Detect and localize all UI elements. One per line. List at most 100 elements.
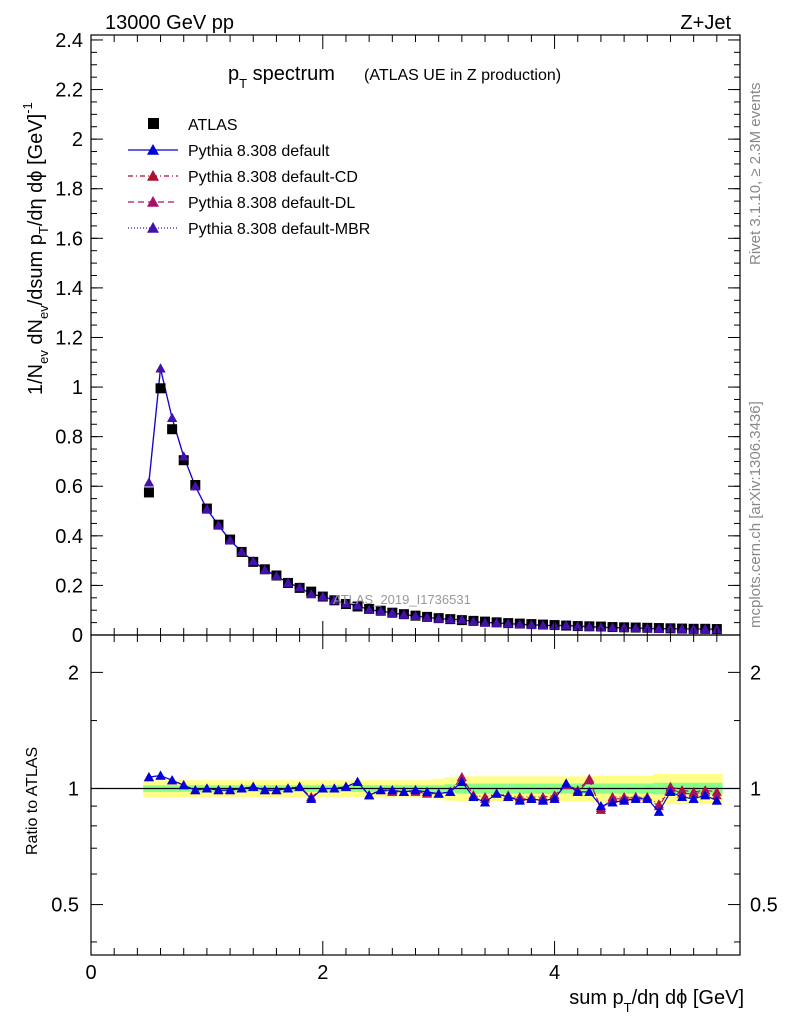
- x-tick-label: 2: [317, 962, 328, 984]
- ratio-y-axis-title: Ratio to ATLAS: [24, 747, 41, 855]
- mc-point-mbr: [537, 620, 548, 630]
- ratio-point-default: [642, 793, 653, 803]
- mc-point-mbr: [584, 621, 595, 631]
- mc-point-mbr: [480, 617, 491, 627]
- mc-point-mbr: [630, 623, 641, 633]
- ratio-point-default: [572, 786, 583, 796]
- x-tick-label: 4: [549, 962, 560, 984]
- ratio-point-default: [340, 781, 351, 791]
- mc-point-mbr: [595, 622, 606, 632]
- ratio-point-default: [584, 786, 595, 796]
- ratio-point-default: [143, 772, 154, 782]
- plot-title: pT spectrum: [228, 63, 335, 91]
- mc-point-mbr: [329, 595, 340, 605]
- ratio-point-default: [201, 783, 212, 793]
- ratio-point-default: [398, 786, 409, 796]
- legend-entry: Pythia 8.308 default-MBR: [188, 221, 370, 238]
- mc-point-mbr: [259, 564, 270, 574]
- mc-point-mbr: [526, 619, 537, 629]
- data-point-atlas: [167, 424, 178, 435]
- mc-point-mbr: [433, 613, 444, 623]
- ratio-point-default: [607, 797, 618, 807]
- header-right: Z+Jet: [680, 12, 731, 34]
- mc-point-mbr: [294, 582, 305, 592]
- ratio-point-default: [619, 795, 630, 805]
- ratio-point-default: [468, 792, 479, 802]
- ratio-point-dl: [711, 790, 722, 800]
- legend-marker-atlas: [148, 118, 159, 129]
- ratio-point-default: [653, 806, 664, 816]
- mc-point-mbr: [364, 604, 375, 614]
- mc-point-mbr: [340, 598, 351, 608]
- legend-marker-triangle: [147, 222, 159, 233]
- legend-marker-triangle: [147, 170, 159, 181]
- mc-point-mbr: [422, 612, 433, 622]
- mc-point-mbr: [387, 607, 398, 617]
- legend-marker-triangle: [147, 196, 159, 207]
- mc-point-mbr: [410, 610, 421, 620]
- ratio-y-tick-label-right: 2: [750, 662, 761, 684]
- mc-point-mbr: [503, 618, 514, 628]
- legend-entry: Pythia 8.308 default-CD: [188, 169, 358, 186]
- mc-point-mbr: [213, 520, 224, 530]
- ratio-point-default: [503, 792, 514, 802]
- ratio-point-default: [491, 788, 502, 798]
- mc-point-mbr: [178, 451, 189, 461]
- ratio-point-default: [155, 770, 166, 780]
- legend-marker-triangle: [147, 144, 159, 155]
- mc-point-mbr: [271, 570, 282, 580]
- mc-point-mbr: [445, 614, 456, 624]
- ratio-point-default: [630, 793, 641, 803]
- y-tick-label: 1.6: [55, 228, 83, 250]
- legend-entry: Pythia 8.308 default-DL: [188, 195, 355, 212]
- side-label-bottom: mcplots.cern.ch [arXiv:1306.3436]: [747, 401, 764, 628]
- ratio-y-tick-label: 1: [68, 778, 79, 800]
- ratio-point-default: [549, 793, 560, 803]
- ratio-point-default: [387, 785, 398, 795]
- mc-point-mbr: [653, 623, 664, 633]
- ratio-point-dl: [456, 772, 467, 782]
- x-tick-label: 0: [85, 962, 96, 984]
- ratio-point-default: [526, 793, 537, 803]
- ratio-point-default: [236, 783, 247, 793]
- header-left: 13000 GeV pp: [105, 12, 234, 34]
- ratio-point-default: [711, 795, 722, 805]
- data-point-atlas: [155, 383, 166, 394]
- mc-point-mbr: [456, 614, 467, 624]
- ratio-point-default: [167, 775, 178, 785]
- ratio-point-default: [677, 792, 688, 802]
- y-tick-label: 2.4: [55, 30, 83, 52]
- mc-point-mbr: [677, 623, 688, 633]
- ratio-point-default: [178, 780, 189, 790]
- mc-point-mbr: [619, 622, 630, 632]
- ratio-point-default: [352, 776, 363, 786]
- y-tick-label: 2.2: [55, 80, 83, 102]
- ratio-point-default: [190, 785, 201, 795]
- mc-line-mbr: [148, 368, 717, 630]
- y-axis-title: 1/Nev dNev/dsum pT/dη dϕ [GeV]-1: [20, 102, 51, 395]
- ratio-point-default: [248, 781, 259, 791]
- mc-point-mbr: [375, 605, 386, 615]
- y-tick-label: 1: [72, 377, 83, 399]
- mc-point-mbr: [317, 591, 328, 601]
- mc-point-mbr: [352, 600, 363, 610]
- side-label-top: Rivet 3.1.10, ≥ 2.3M events: [747, 83, 764, 266]
- y-tick-label: 0.8: [55, 427, 83, 449]
- ratio-point-default: [537, 795, 548, 805]
- ratio-point-default: [700, 790, 711, 800]
- ratio-point-default: [433, 788, 444, 798]
- ratio-point-default: [422, 786, 433, 796]
- mc-point-mbr: [283, 577, 294, 587]
- mc-point-mbr: [398, 609, 409, 619]
- ratio-point-default: [375, 785, 386, 795]
- ratio-point-default: [561, 778, 572, 788]
- mc-point-mbr: [306, 589, 317, 599]
- mc-point-mbr: [190, 481, 201, 491]
- ratio-y-tick-label: 2: [68, 662, 79, 684]
- plot-subtitle: (ATLAS UE in Z production): [364, 67, 561, 84]
- ratio-point-dl: [584, 775, 595, 785]
- mc-point-mbr: [491, 617, 502, 627]
- y-tick-label: 2: [72, 129, 83, 151]
- y-tick-label: 1.8: [55, 179, 83, 201]
- ratio-point-default: [514, 795, 525, 805]
